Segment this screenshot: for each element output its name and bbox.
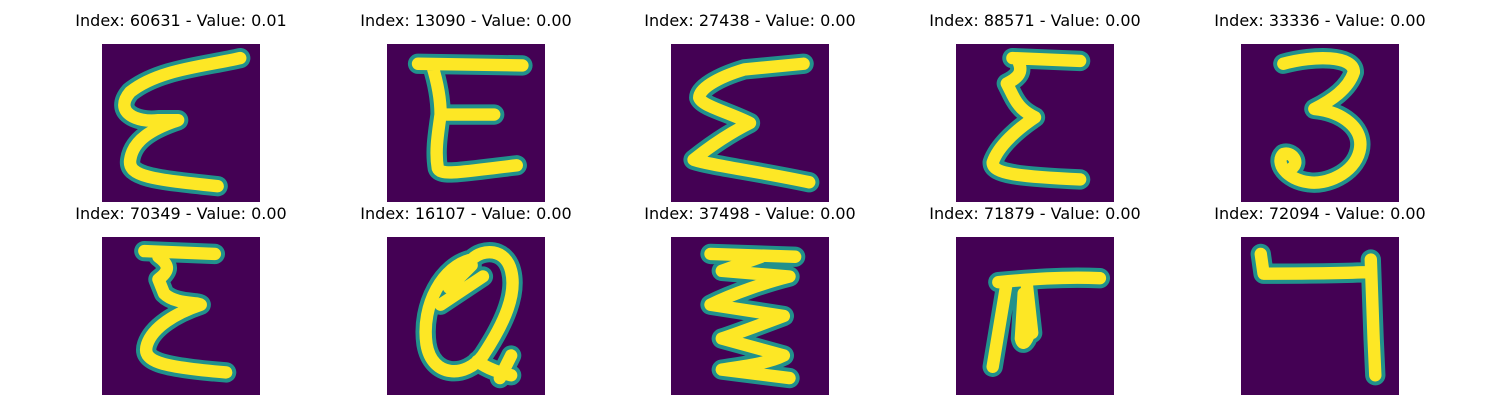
seven-glyph-icon (1241, 237, 1399, 395)
panel-title: Index: 88571 - Value: 0.00 (929, 11, 1141, 30)
panel-title: Index: 16107 - Value: 0.00 (360, 204, 572, 223)
panel-5: Index: 33336 - Value: 0.00 (1190, 11, 1450, 202)
panel-title: Index: 72094 - Value: 0.00 (1214, 204, 1426, 223)
panel-4: Index: 88571 - Value: 0.00 (905, 11, 1165, 202)
panel-title: Index: 70349 - Value: 0.00 (75, 204, 287, 223)
panel-title: Index: 71879 - Value: 0.00 (929, 204, 1141, 223)
panel-8: Index: 37498 - Value: 0.00 (620, 204, 880, 395)
panel-2: Index: 13090 - Value: 0.00 (336, 11, 596, 202)
panel-title: Index: 13090 - Value: 0.00 (360, 11, 572, 30)
panel-title: Index: 27438 - Value: 0.00 (644, 11, 856, 30)
pi-glyph-icon (956, 237, 1114, 395)
three-glyph-icon (1241, 44, 1399, 202)
epsilon-glyph-icon (956, 44, 1114, 202)
a-glyph-icon (387, 237, 545, 395)
panel-1: Index: 60631 - Value: 0.01 (51, 11, 311, 202)
panel-title: Index: 60631 - Value: 0.01 (75, 11, 287, 30)
panel-title: Index: 33336 - Value: 0.00 (1214, 11, 1426, 30)
epsilon-glyph-icon (102, 237, 260, 395)
sigma-glyph-icon (671, 44, 829, 202)
panel-9: Index: 71879 - Value: 0.00 (905, 204, 1165, 395)
panel-3: Index: 27438 - Value: 0.00 (620, 11, 880, 202)
sigma-glyph-icon (671, 237, 829, 395)
epsilon-glyph-icon (387, 44, 545, 202)
panel-10: Index: 72094 - Value: 0.00 (1190, 204, 1450, 395)
panel-title: Index: 37498 - Value: 0.00 (644, 204, 856, 223)
panel-6: Index: 70349 - Value: 0.00 (51, 204, 311, 395)
epsilon-glyph-icon (102, 44, 260, 202)
panel-7: Index: 16107 - Value: 0.00 (336, 204, 596, 395)
